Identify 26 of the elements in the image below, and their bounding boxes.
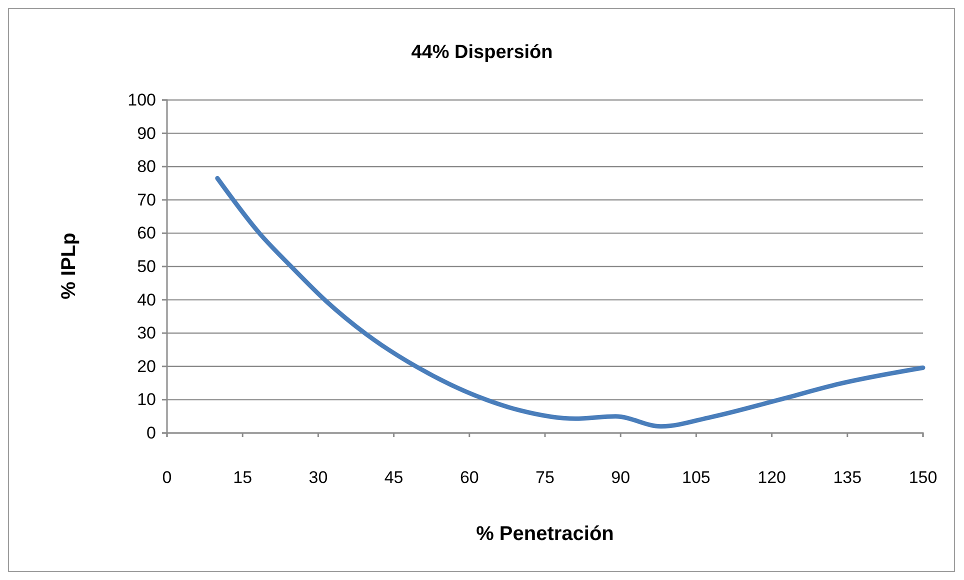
y-axis-title: % IPLp (58, 232, 80, 300)
x-tick-label: 0 (162, 468, 172, 488)
x-tick-label: 45 (384, 468, 404, 488)
y-tick-label: 0 (146, 423, 156, 442)
x-tick-label: 120 (758, 468, 786, 488)
x-tick-label: 135 (833, 468, 862, 488)
x-tick-label: 150 (908, 468, 938, 488)
y-tick-label: 70 (137, 190, 156, 210)
y-tick-label: 60 (137, 224, 156, 243)
x-tick-label: 75 (536, 468, 554, 488)
chart-title: 44% Dispersión (411, 42, 553, 63)
y-tick-label: 40 (137, 290, 156, 310)
y-tick-label: 10 (137, 390, 156, 410)
y-tick-label: 100 (128, 90, 156, 110)
y-tick-label: 20 (137, 356, 156, 376)
x-tick-label: 90 (611, 468, 630, 488)
x-axis-title: % Penetración (476, 523, 614, 545)
x-tick-label: 30 (308, 468, 328, 488)
y-tick-label: 90 (137, 124, 156, 143)
line-series (215, 176, 926, 429)
y-tick-label: 80 (137, 157, 156, 176)
y-tick-label: 50 (137, 256, 156, 276)
x-tick-label: 15 (233, 468, 252, 488)
x-tick-label: 60 (460, 468, 479, 488)
x-tick-label: 105 (682, 468, 710, 488)
y-tick-label: 30 (137, 324, 156, 343)
